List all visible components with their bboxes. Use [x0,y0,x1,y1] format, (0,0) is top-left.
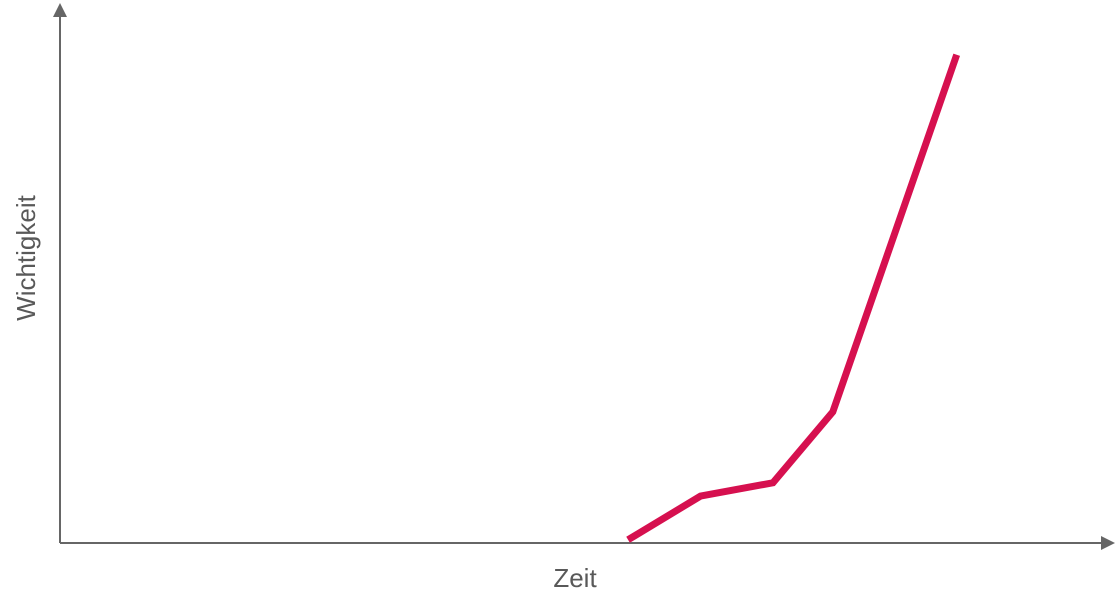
y-axis-label: Wichtigkeit [11,194,41,320]
x-axis-label: Zeit [553,563,597,593]
y-axis-arrow [53,3,67,17]
line [626,53,961,543]
x-axis-arrow [1101,536,1115,550]
